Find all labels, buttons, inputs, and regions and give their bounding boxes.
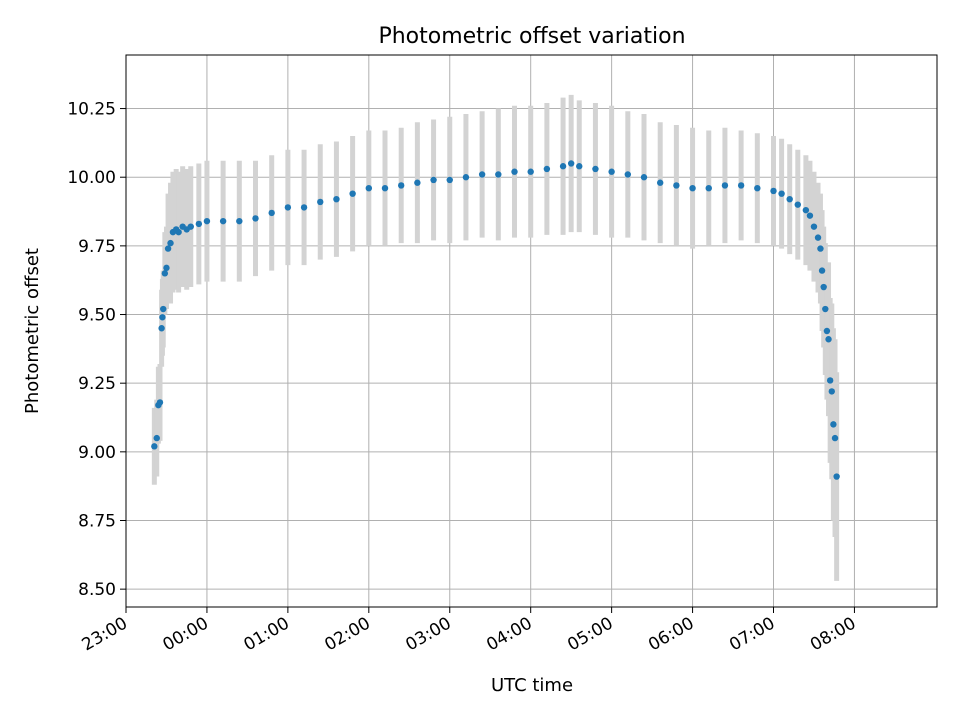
data-point xyxy=(817,245,824,252)
data-point xyxy=(737,182,745,189)
data-point xyxy=(187,223,194,230)
y-axis-label: Photometric offset xyxy=(22,248,43,414)
data-point xyxy=(159,314,166,321)
data-point xyxy=(802,206,810,214)
x-tick-label: 05:00 xyxy=(564,613,616,655)
data-point xyxy=(478,171,486,178)
x-tick-label: 07:00 xyxy=(726,613,778,655)
data-point xyxy=(203,217,211,225)
data-point xyxy=(317,198,324,206)
x-tick-label: 00:00 xyxy=(160,613,212,655)
data-point xyxy=(543,165,551,173)
data-point xyxy=(576,163,583,170)
data-point xyxy=(831,434,839,442)
data-point xyxy=(794,201,801,208)
data-point xyxy=(219,217,227,225)
data-point xyxy=(175,228,182,236)
y-tick-label: 9.00 xyxy=(78,443,116,463)
data-point xyxy=(495,171,502,178)
data-point xyxy=(462,174,470,181)
data-point xyxy=(592,165,599,173)
data-point xyxy=(151,443,158,450)
data-point xyxy=(820,283,827,291)
data-point xyxy=(252,215,259,222)
x-axis-label: UTC time xyxy=(491,675,573,696)
x-tick-label: 01:00 xyxy=(240,613,292,655)
data-point xyxy=(828,388,835,395)
data-point xyxy=(559,163,567,170)
y-tick-label: 9.25 xyxy=(78,374,116,394)
data-point xyxy=(195,220,203,228)
data-point xyxy=(381,184,389,192)
data-point xyxy=(640,174,648,181)
data-point xyxy=(527,168,534,175)
data-point xyxy=(236,217,243,225)
x-tick-label: 02:00 xyxy=(321,613,373,655)
data-point xyxy=(608,168,615,175)
data-point xyxy=(511,168,518,175)
y-tick-label: 9.50 xyxy=(78,306,116,326)
data-point xyxy=(822,305,829,313)
data-point xyxy=(825,336,832,343)
y-tick-label: 10.00 xyxy=(67,168,116,188)
data-point xyxy=(721,182,729,189)
data-point xyxy=(673,182,680,189)
data-points xyxy=(151,160,840,480)
data-point xyxy=(754,184,761,192)
data-point xyxy=(814,234,822,241)
data-point xyxy=(365,184,373,192)
data-point xyxy=(833,473,840,480)
y-axis-ticks: 8.50 8.75 9.00 9.25 9.50 9.75 10.00 10.25 xyxy=(67,100,126,600)
data-point xyxy=(300,204,308,211)
data-point xyxy=(624,171,632,178)
data-point xyxy=(786,195,793,203)
data-point xyxy=(818,267,826,274)
data-point xyxy=(167,239,174,247)
x-tick-label: 08:00 xyxy=(807,613,859,655)
x-axis-ticks: 23:00 00:00 01:00 02:00 03:00 04:00 05:00 06:00… xyxy=(79,607,859,655)
data-point xyxy=(153,434,160,442)
y-tick-label: 8.50 xyxy=(78,580,116,600)
data-point xyxy=(163,264,170,272)
data-point xyxy=(349,190,356,197)
data-point xyxy=(397,182,405,189)
data-point xyxy=(778,190,785,197)
data-point xyxy=(810,223,818,230)
data-point xyxy=(826,377,834,384)
data-point xyxy=(770,187,777,195)
x-tick-label: 23:00 xyxy=(79,613,131,655)
x-tick-label: 04:00 xyxy=(483,613,535,655)
y-tick-label: 10.25 xyxy=(67,100,116,120)
chart-title: Photometric offset variation xyxy=(378,24,685,49)
data-point xyxy=(268,209,275,217)
data-point xyxy=(705,184,712,192)
data-point xyxy=(158,325,165,332)
data-point xyxy=(430,176,437,184)
data-point xyxy=(414,179,421,186)
x-tick-label: 03:00 xyxy=(402,613,454,655)
data-point xyxy=(446,176,453,184)
data-point xyxy=(567,160,575,167)
data-point xyxy=(156,399,164,406)
data-point xyxy=(656,179,664,186)
data-point xyxy=(823,327,831,335)
y-tick-label: 9.75 xyxy=(78,237,116,257)
data-point xyxy=(689,184,696,192)
data-point xyxy=(333,195,340,203)
y-tick-label: 8.75 xyxy=(78,511,116,531)
data-point xyxy=(161,270,169,277)
data-point xyxy=(806,212,814,219)
data-point xyxy=(284,204,292,211)
data-point xyxy=(160,305,167,313)
data-point xyxy=(164,245,172,252)
plot-frame xyxy=(125,54,938,608)
x-tick-label: 06:00 xyxy=(645,613,697,655)
data-point xyxy=(830,421,837,428)
